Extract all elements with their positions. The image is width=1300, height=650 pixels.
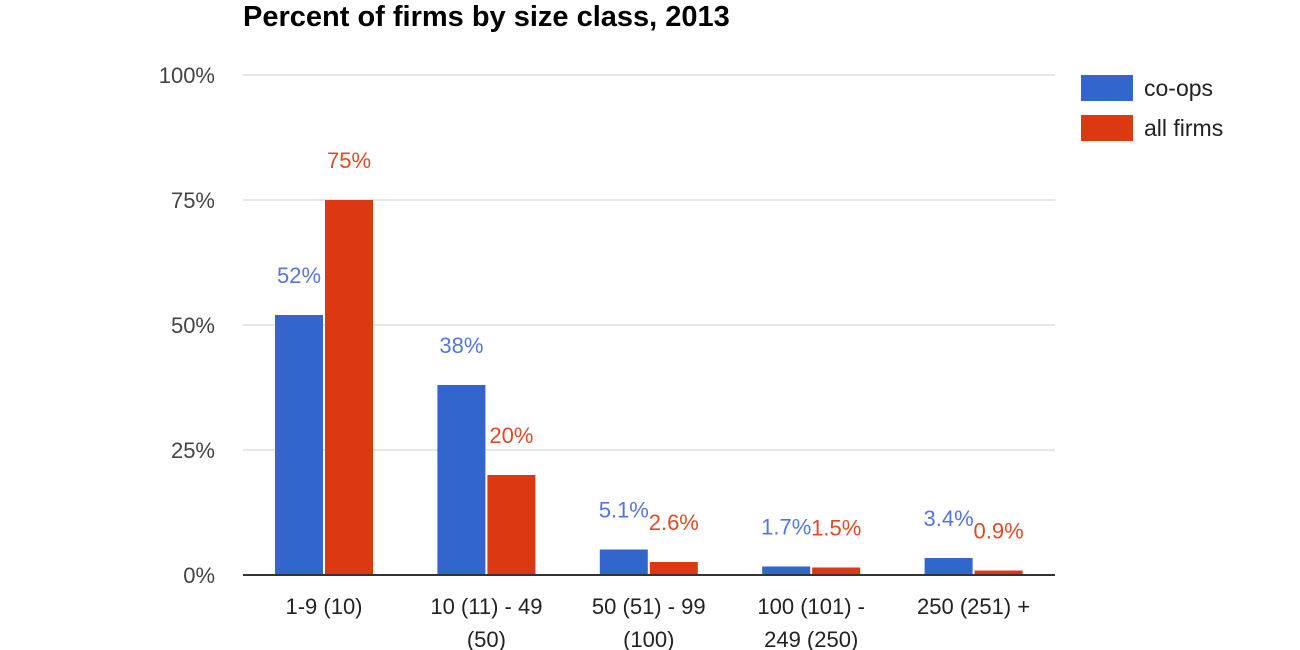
data-label-all-firms: 75%: [327, 148, 371, 173]
data-label-co-ops: 52%: [277, 263, 321, 288]
bar-co-ops: [437, 385, 486, 575]
bar-all-firms: [974, 570, 1023, 575]
bar-all-firms: [649, 562, 698, 575]
data-label-all-firms: 20%: [489, 423, 533, 448]
bar-co-ops: [924, 558, 973, 575]
data-labels: 52% 38% 5.1% 1.7% 3.4% 75% 20% 2.6% 1.5% 0.9%: [277, 148, 1024, 544]
data-label-co-ops: 1.7%: [761, 515, 811, 540]
x-tick-label: 50 (51) - 99 (100): [592, 594, 706, 650]
gridlines: [243, 74, 1055, 451]
legend-label: all firms: [1144, 115, 1223, 141]
data-label-all-firms: 1.5%: [811, 516, 861, 541]
y-tick-label: 25%: [171, 438, 215, 463]
bars: [275, 200, 1023, 575]
y-tick-label: 50%: [171, 313, 215, 338]
y-tick-label: 0%: [183, 563, 215, 588]
legend-swatch: [1081, 115, 1133, 141]
bar-all-firms: [812, 567, 861, 575]
x-tick-label: 1-9 (10): [285, 594, 362, 619]
y-axis: 0% 25% 50% 75% 100%: [159, 63, 215, 588]
legend: co-ops all firms: [1081, 75, 1223, 141]
x-tick-label: 100 (101) -249 (250): [757, 594, 865, 650]
bar-co-ops: [762, 566, 811, 575]
data-label-all-firms: 0.9%: [974, 519, 1024, 544]
y-tick-label: 75%: [171, 188, 215, 213]
data-label-co-ops: 5.1%: [599, 498, 649, 523]
bar-co-ops: [599, 549, 648, 575]
y-tick-label: 100%: [159, 63, 215, 88]
data-label-co-ops: 3.4%: [924, 506, 974, 531]
x-tick-label: 10 (11) - 49 (50): [430, 594, 542, 650]
x-tick-label: 250 (251) +: [917, 594, 1030, 619]
bar-all-firms: [325, 200, 373, 575]
chart-title: Percent of firms by size class, 2013: [243, 1, 730, 33]
bar-co-ops: [275, 315, 323, 575]
legend-label: co-ops: [1144, 75, 1213, 101]
data-label-all-firms: 2.6%: [649, 510, 699, 535]
data-label-co-ops: 38%: [439, 333, 483, 358]
legend-swatch: [1081, 75, 1133, 101]
x-axis: 1-9 (10) 10 (11) - 49 (50) 50 (51) - 99 (100…: [243, 574, 1055, 650]
bar-all-firms: [487, 475, 536, 575]
